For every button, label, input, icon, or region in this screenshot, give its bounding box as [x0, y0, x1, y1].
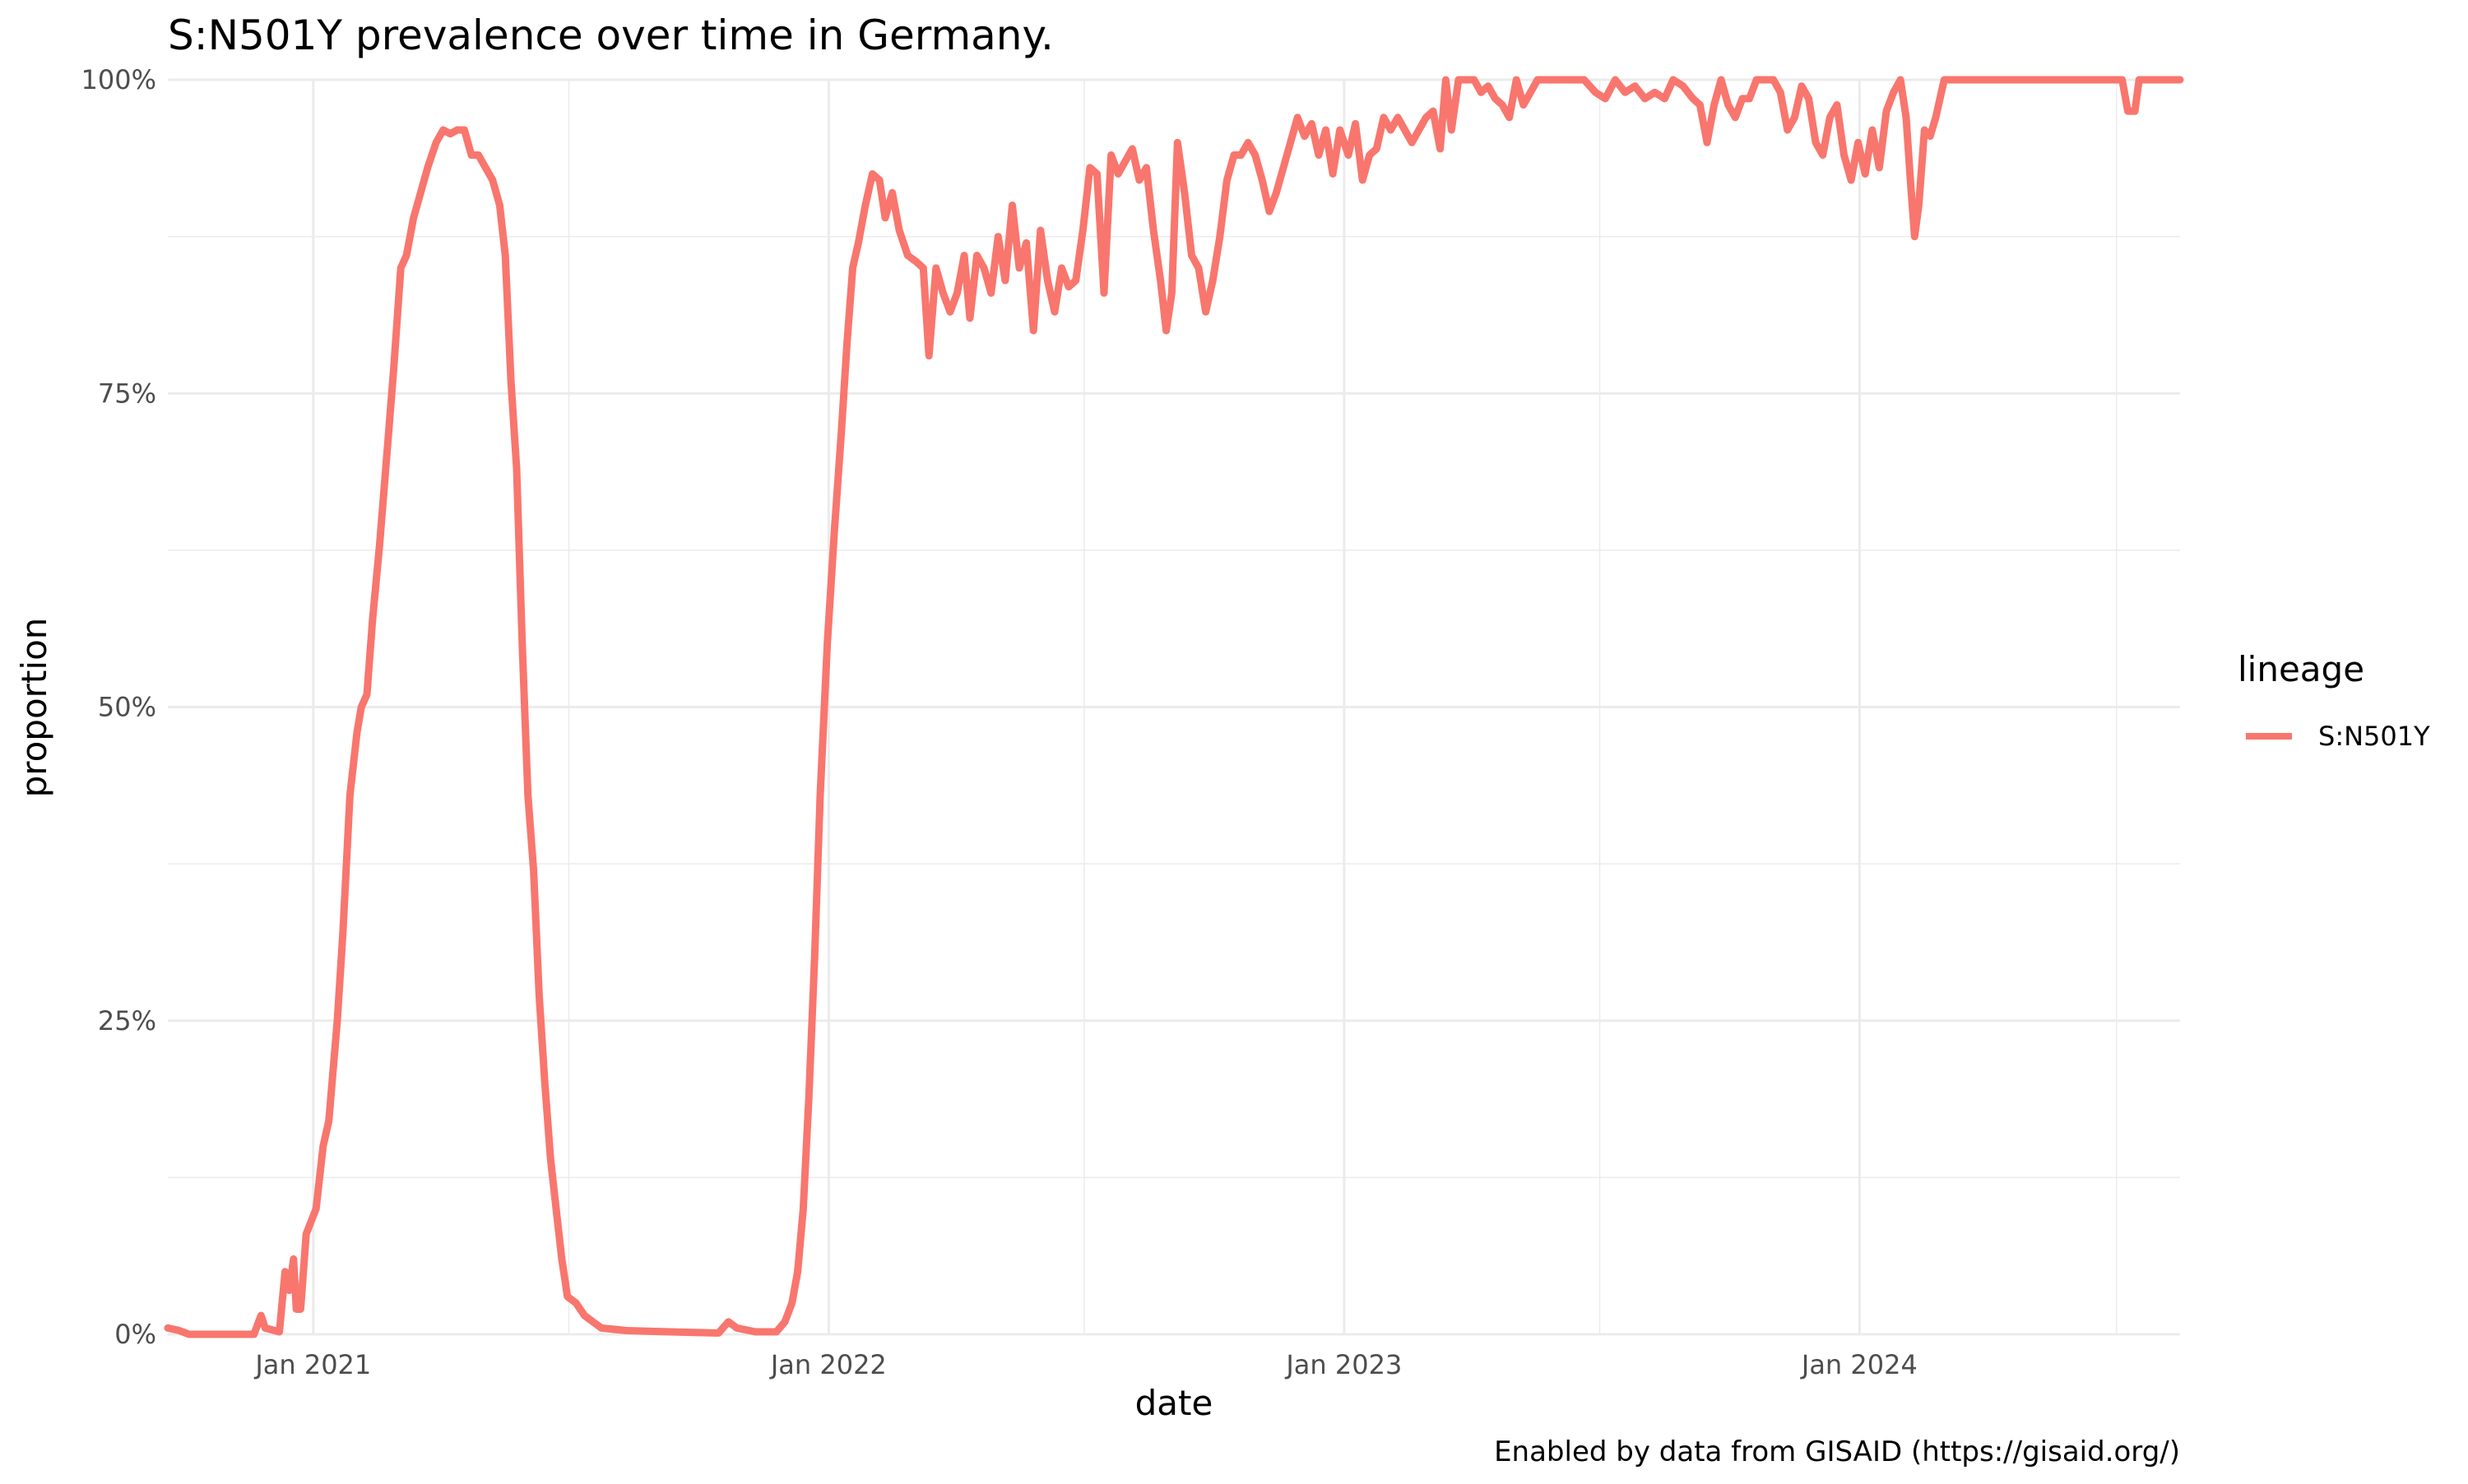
- legend-label-s-n501y: S:N501Y: [2318, 721, 2430, 752]
- x-tick-label-0: Jan 2021: [253, 1349, 371, 1380]
- y-tick-label-3: 75%: [98, 378, 156, 409]
- y-tick-label-0: 0%: [114, 1319, 156, 1350]
- x-axis-title: date: [1135, 1383, 1213, 1423]
- x-tick-labels: Jan 2021 Jan 2022 Jan 2023 Jan 2024: [253, 1349, 1917, 1380]
- chart-caption: Enabled by data from GISAID (https://gis…: [1494, 1435, 2180, 1468]
- y-tick-labels: 0% 25% 50% 75% 100%: [81, 64, 156, 1350]
- series-line-0: [164, 76, 2184, 1338]
- series-layer: [164, 76, 2184, 1338]
- major-gridlines: [168, 78, 2180, 1336]
- legend: lineage S:N501Y: [2238, 649, 2430, 752]
- y-tick-label-4: 100%: [81, 64, 156, 95]
- legend-title: lineage: [2238, 649, 2364, 689]
- chart-title: S:N501Y prevalence over time in Germany.: [168, 12, 1054, 59]
- x-tick-label-3: Jan 2024: [1800, 1349, 1918, 1380]
- y-tick-label-1: 25%: [98, 1005, 156, 1036]
- x-tick-label-1: Jan 2022: [769, 1349, 887, 1380]
- y-tick-label-2: 50%: [98, 692, 156, 723]
- x-tick-label-2: Jan 2023: [1284, 1349, 1402, 1380]
- y-axis-title: proportion: [14, 618, 54, 798]
